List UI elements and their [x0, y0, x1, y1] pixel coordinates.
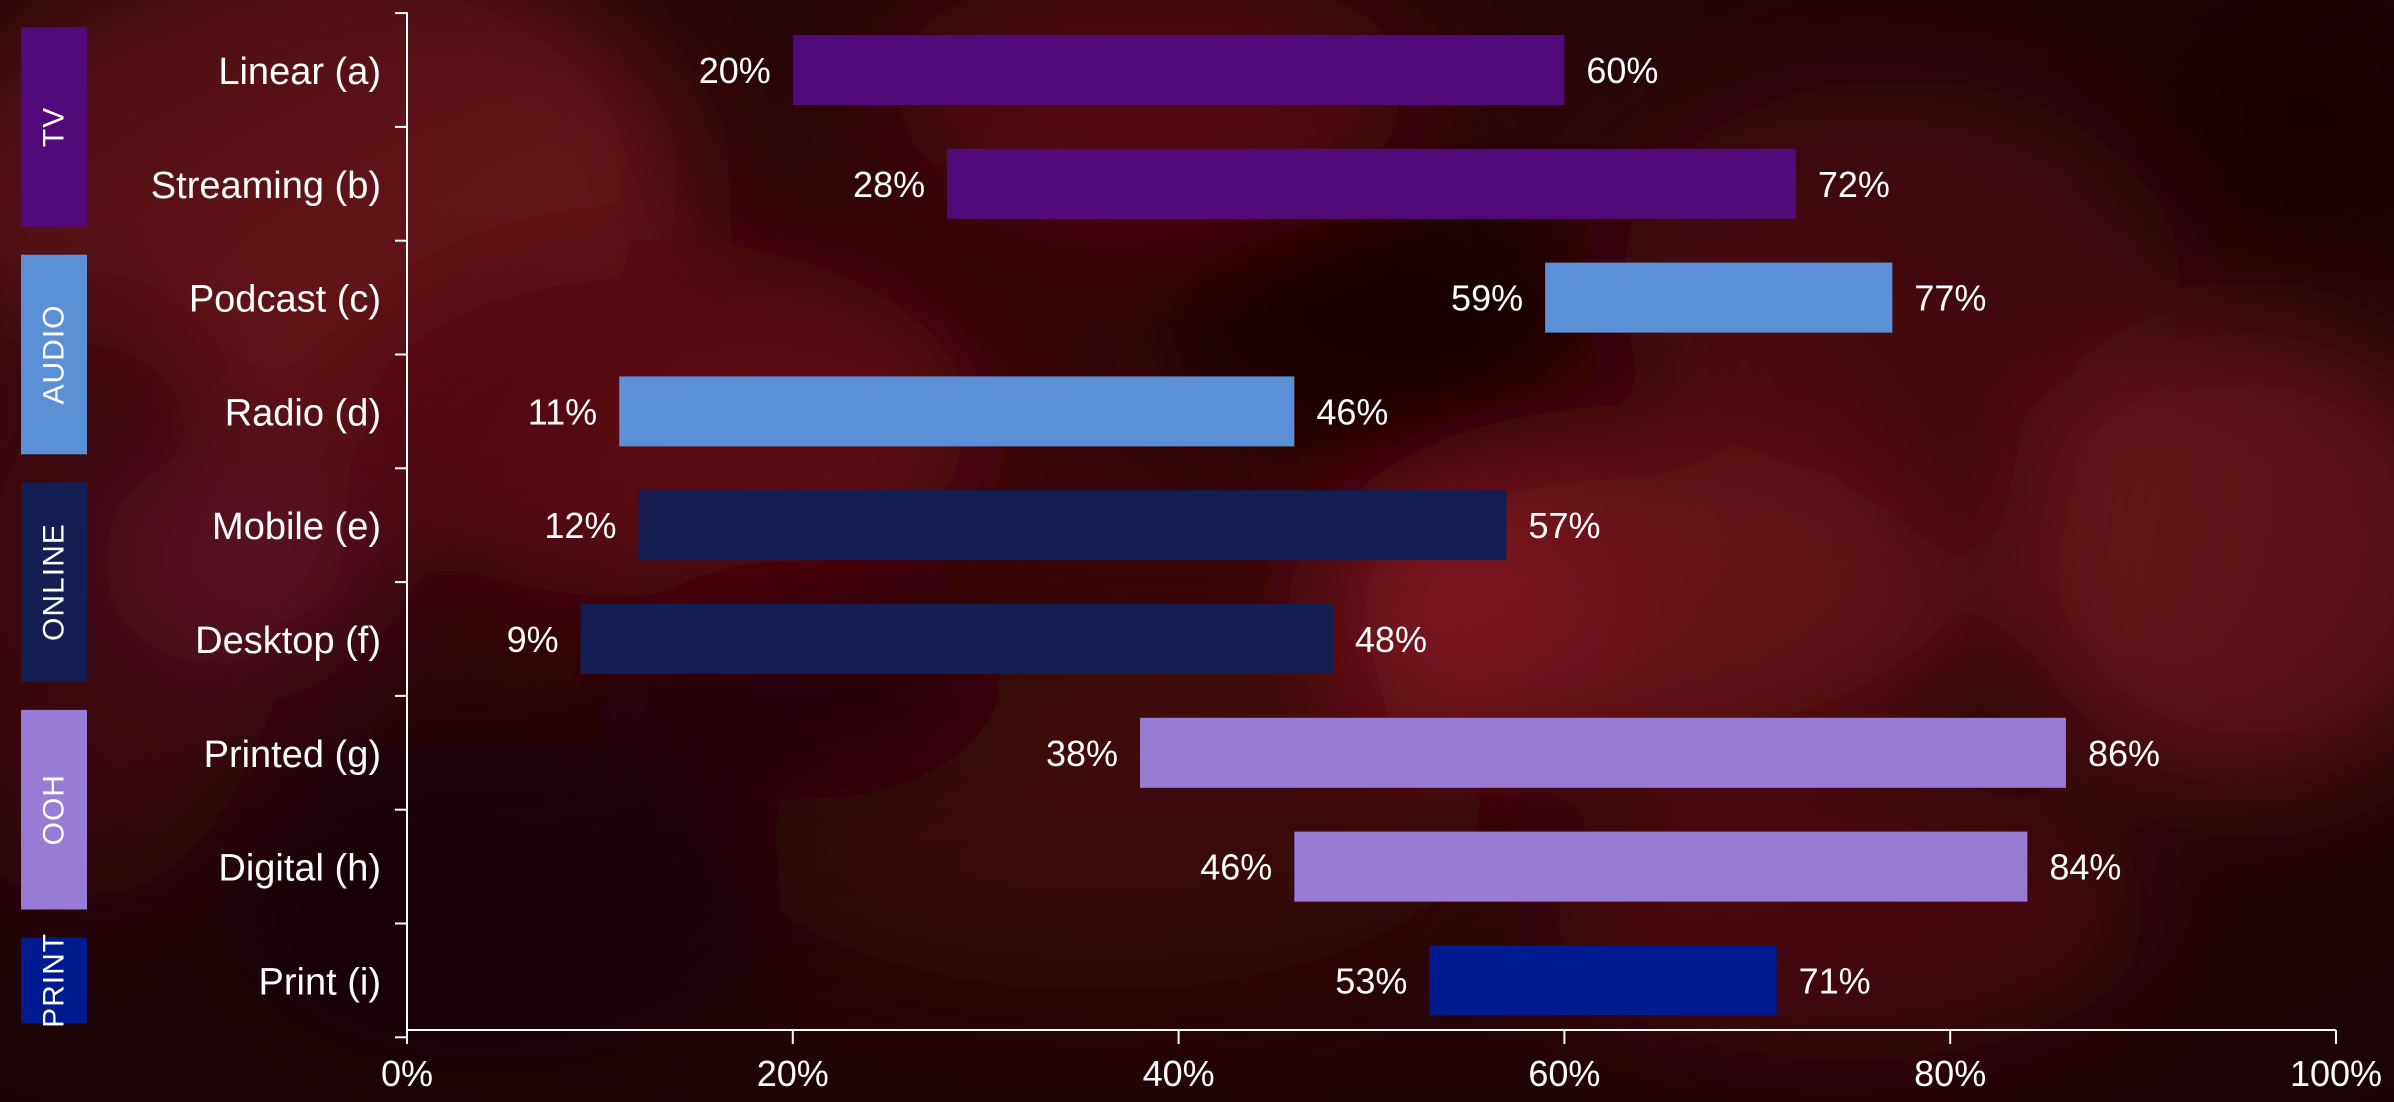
range-bar-linear-a — [792, 35, 1565, 105]
category-label-print-i: Print (i) — [259, 961, 381, 1003]
group-box-online — [21, 482, 87, 682]
high-value-label: 72% — [1818, 164, 1890, 205]
range-bar-digital-h — [1294, 831, 2028, 902]
range-bar-print-i — [1429, 945, 1777, 1016]
high-value-label: 60% — [1586, 50, 1658, 91]
low-value-label: 9% — [507, 619, 559, 660]
range-bars — [580, 35, 2066, 1016]
group-box-audio — [21, 254, 87, 455]
range-bar-desktop-f — [580, 604, 1333, 674]
x-tick-label: 60% — [1528, 1053, 1600, 1094]
category-label-digital-h: Digital (h) — [218, 848, 381, 890]
range-bar-streaming-b — [947, 148, 1796, 219]
group-box-tv — [21, 27, 87, 227]
group-label-tv: TV — [38, 107, 71, 147]
low-value-label: 11% — [528, 391, 597, 432]
category-label-mobile-e: Mobile (e) — [212, 506, 381, 548]
x-tick-label: 80% — [1914, 1053, 1986, 1094]
range-bar-mobile-e — [638, 490, 1507, 561]
x-tick-label: 100% — [2290, 1053, 2382, 1094]
category-label-desktop-f: Desktop (f) — [195, 620, 381, 662]
group-label-ooh: OOH — [38, 774, 71, 845]
category-labels: Linear (a) Streaming (b) Podcast (c) Radio … — [151, 51, 381, 1003]
high-value-label: 48% — [1355, 619, 1427, 660]
high-value-label: 86% — [2088, 733, 2160, 774]
low-value-label: 38% — [1046, 733, 1118, 774]
x-tick-label: 20% — [757, 1053, 829, 1094]
group-label-online: ONLINE — [38, 523, 71, 641]
high-value-label: 71% — [1799, 960, 1871, 1001]
low-value-label: 59% — [1451, 278, 1523, 319]
x-tick-label: 0% — [381, 1053, 433, 1094]
category-label-podcast-c: Podcast (c) — [189, 279, 381, 321]
group-box-print — [21, 937, 87, 1024]
category-label-streaming-b: Streaming (b) — [151, 165, 381, 207]
low-value-label: 46% — [1200, 847, 1272, 888]
low-value-label: 53% — [1335, 960, 1407, 1001]
category-label-radio-d: Radio (d) — [225, 392, 381, 434]
high-value-label: 57% — [1529, 505, 1601, 546]
x-tick-label: 40% — [1143, 1053, 1215, 1094]
group-label-audio: AUDIO — [38, 304, 71, 404]
range-bar-podcast-c — [1545, 262, 1893, 333]
high-value-label: 84% — [2049, 847, 2121, 888]
value-labels: 20% 60% 28% 72% 59% 77% 11% 46% 12% 57% 9% 48% 38% 86… — [507, 50, 2160, 1001]
low-value-label: 12% — [544, 505, 616, 546]
axes: 0% 20% 40% 60% 80% 100% — [381, 12, 2382, 1094]
category-label-printed-g: Printed (g) — [204, 734, 381, 776]
high-value-label: 77% — [1914, 278, 1986, 319]
range-bar-printed-g — [1140, 717, 2066, 788]
group-box-ooh — [21, 709, 87, 910]
range-bar-radio-d — [619, 376, 1295, 447]
group-label-print: PRINT — [38, 933, 71, 1028]
low-value-label: 20% — [699, 50, 771, 91]
high-value-label: 46% — [1316, 391, 1388, 432]
low-value-label: 28% — [853, 164, 925, 205]
group-labels: TV AUDIO ONLINE OOH PRINT — [21, 27, 87, 1028]
category-label-linear-a: Linear (a) — [218, 51, 381, 93]
